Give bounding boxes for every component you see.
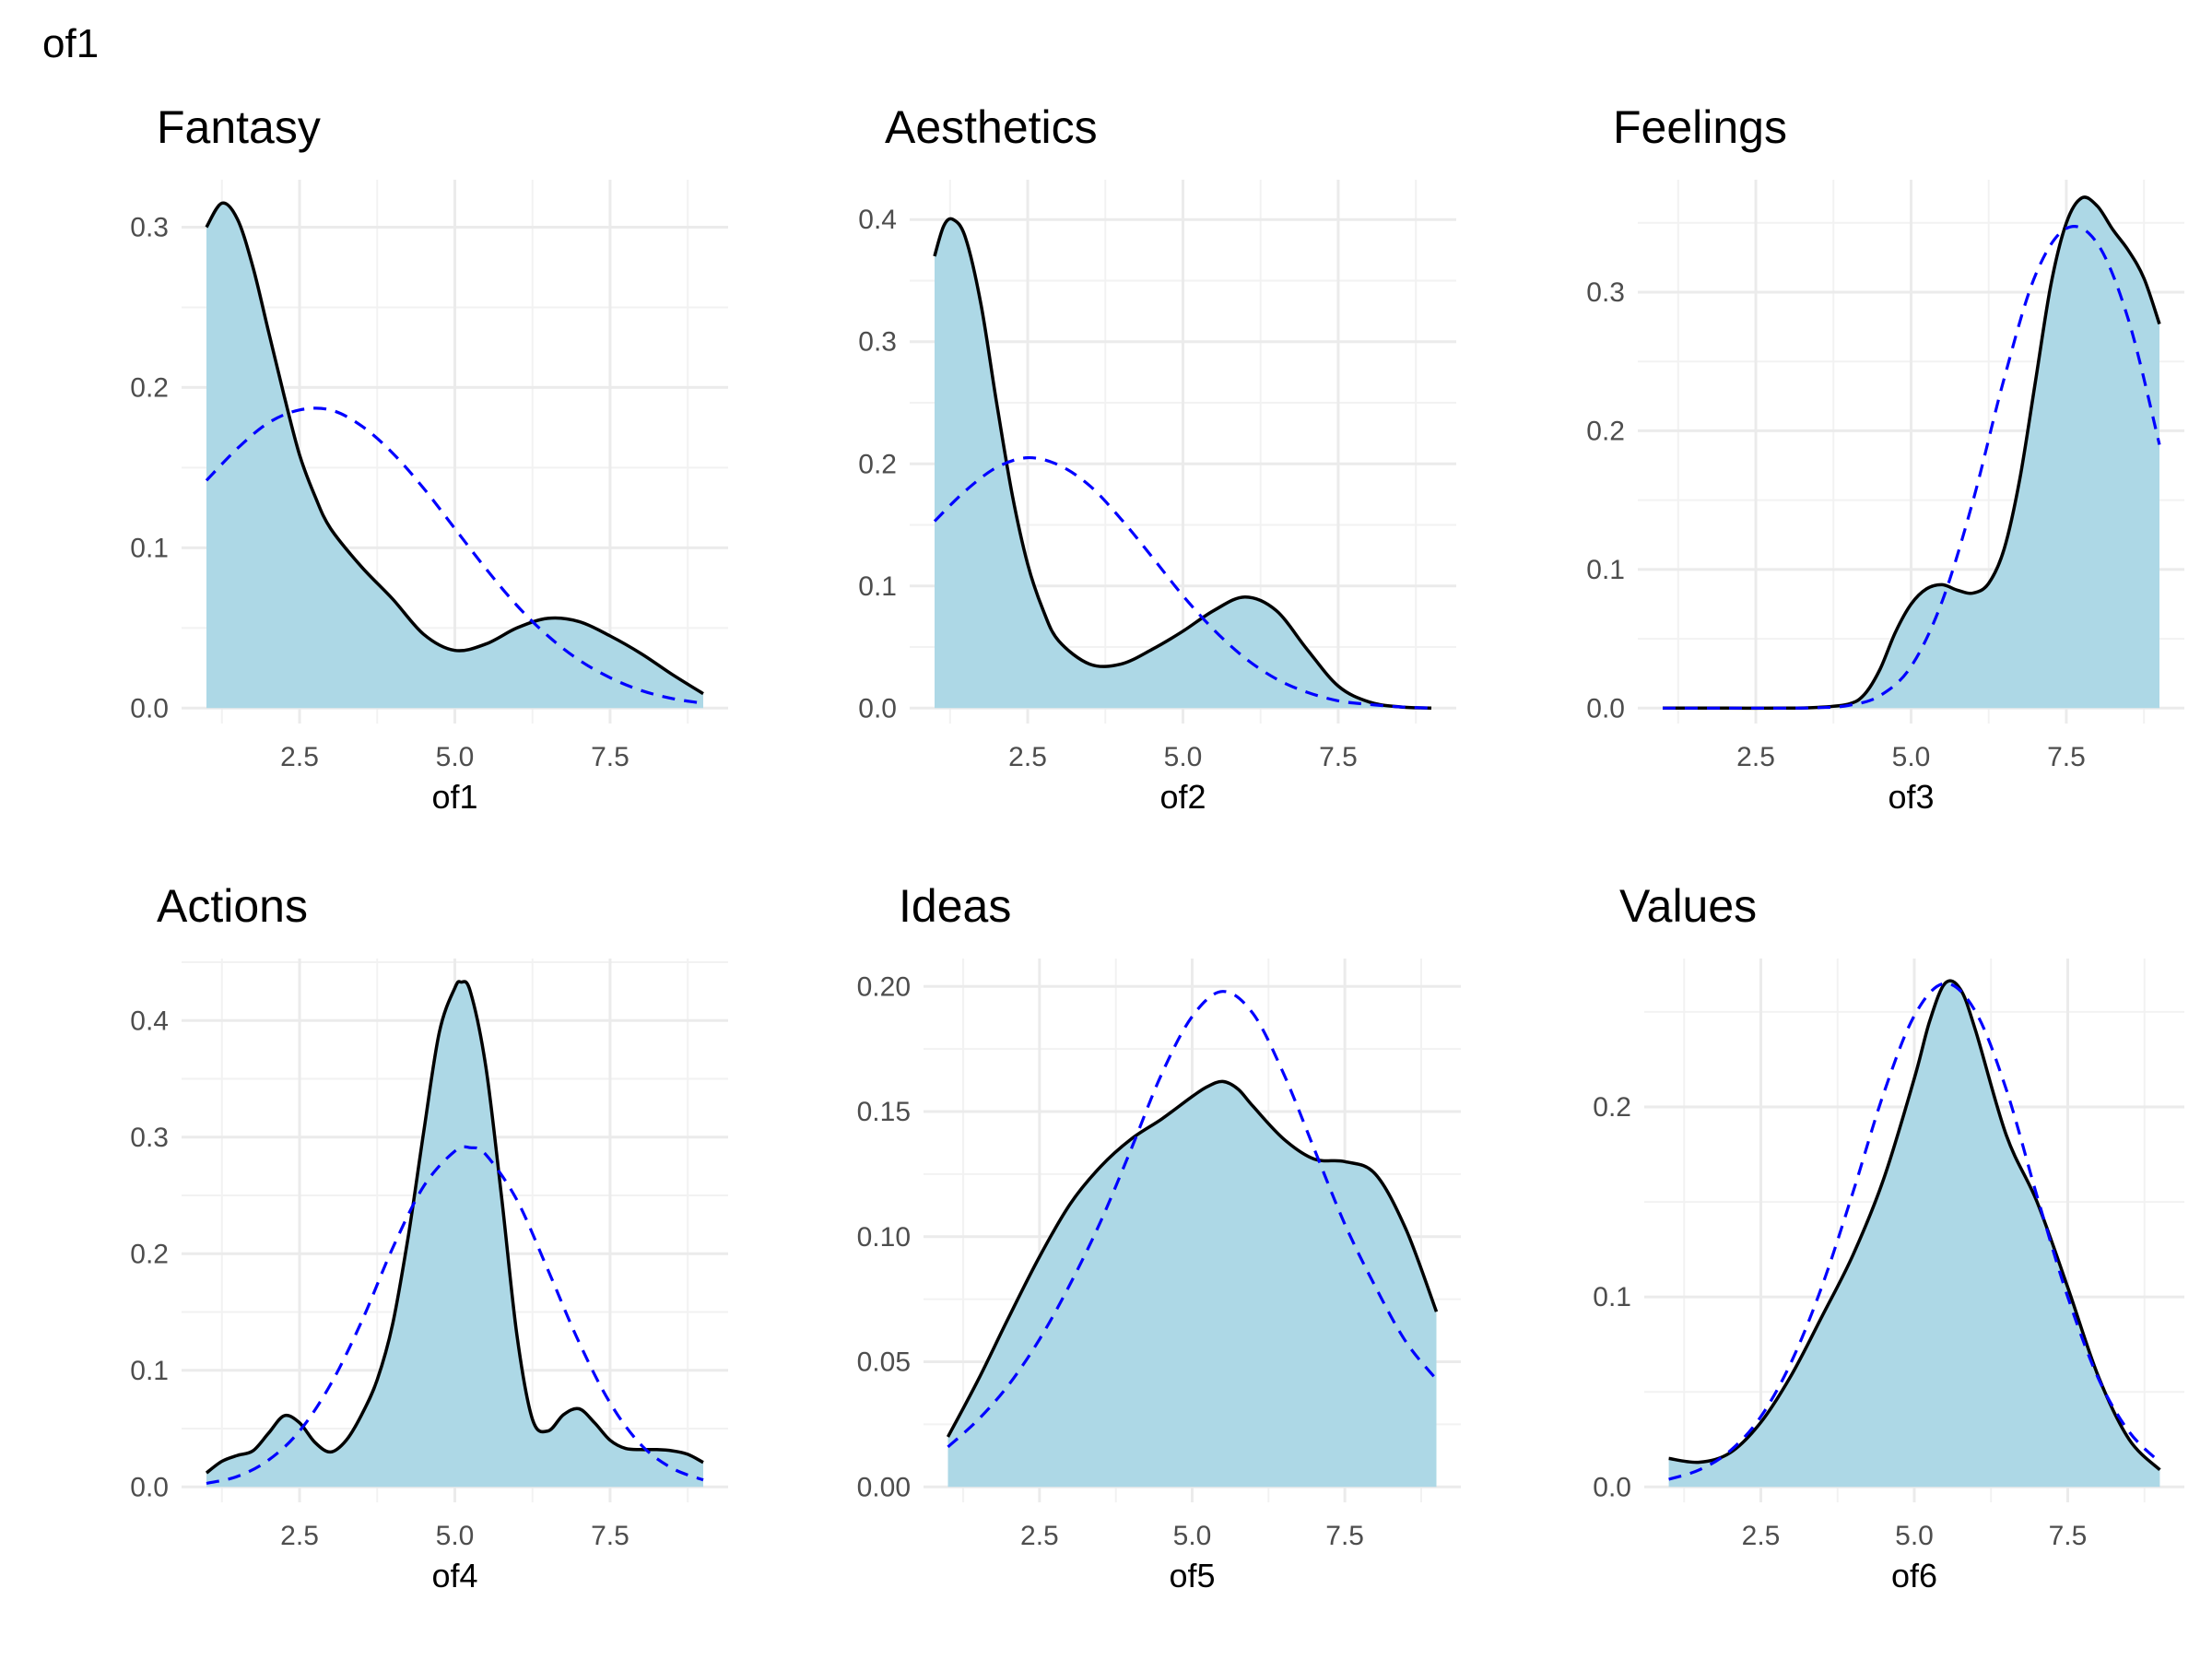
panel-title: Aesthetics (885, 101, 1098, 153)
y-tick-label: 0.0 (858, 693, 897, 724)
normal-curve-line (1668, 982, 2161, 1481)
x-tick-label: 5.0 (1895, 1521, 1934, 1551)
y-tick-label: 0.1 (130, 1356, 169, 1386)
panel-1: Fantasy 2.5 5.0 7.5 0.0 0.1 0.2 0.3 of1 (130, 101, 728, 816)
density-line (205, 201, 704, 696)
panel-4: Actions 2.5 5.0 7.5 0.0 0.1 0.2 0.3 0.4 of4 (130, 880, 728, 1594)
normal-curve-line (206, 1145, 704, 1486)
x-tick-label: 7.5 (2047, 742, 2086, 772)
x-axis-label: of2 (1159, 778, 1206, 816)
density-area (947, 1081, 1437, 1488)
x-tick-label: 2.5 (1008, 742, 1047, 772)
x-tick-label: 2.5 (1742, 1521, 1781, 1551)
y-tick-label: 0.1 (130, 533, 169, 563)
y-tick-label: 0.1 (1586, 555, 1625, 585)
density-area (206, 203, 703, 709)
y-tick-label: 0.2 (130, 372, 169, 403)
density-line (933, 217, 1432, 711)
panel-title: Feelings (1613, 101, 1787, 153)
x-axis-label: of6 (1891, 1557, 1937, 1594)
x-tick-label: 5.0 (1173, 1521, 1212, 1551)
x-tick-label: 7.5 (2049, 1521, 2088, 1551)
y-tick-label: 0.2 (858, 449, 897, 479)
panel-2: Aesthetics 2.5 5.0 7.5 0.0 0.1 0.2 0.3 0.4 of2 (858, 101, 1456, 816)
y-tick-label: 0.3 (130, 1123, 169, 1153)
density-area (1663, 196, 2159, 709)
x-axis-label: of3 (1888, 778, 1934, 816)
panel-title: Ideas (899, 880, 1011, 932)
panel-6: Values 2.5 5.0 7.5 0.0 0.1 0.2 of6 (1593, 880, 2184, 1594)
density-area (935, 218, 1431, 709)
x-tick-label: 7.5 (591, 1521, 629, 1551)
y-tick-label: 0.2 (1586, 416, 1625, 446)
y-tick-label: 0.3 (130, 212, 169, 242)
y-tick-label: 0.0 (1586, 693, 1625, 724)
y-tick-label: 0.3 (858, 327, 897, 358)
y-tick-label: 0.1 (858, 571, 897, 602)
y-tick-label: 0.2 (130, 1239, 169, 1269)
normal-curve-line (947, 990, 1438, 1449)
page-title: of1 (42, 21, 99, 66)
x-axis-label: of5 (1169, 1557, 1215, 1594)
y-tick-label: 0.0 (130, 693, 169, 724)
y-tick-label: 0.3 (1586, 277, 1625, 308)
y-tick-label: 0.05 (857, 1347, 911, 1378)
density-line (1668, 979, 2161, 1471)
x-tick-label: 5.0 (436, 742, 475, 772)
y-tick-label: 0.0 (1593, 1472, 1631, 1502)
y-tick-label: 0.2 (1593, 1092, 1631, 1123)
x-tick-label: 7.5 (591, 742, 629, 772)
x-tick-label: 2.5 (1020, 1521, 1059, 1551)
density-area (206, 981, 703, 1488)
y-tick-label: 0.15 (857, 1097, 911, 1127)
density-line (205, 980, 704, 1475)
y-tick-label: 0.4 (130, 1006, 169, 1036)
y-tick-label: 0.0 (130, 1472, 169, 1502)
x-tick-label: 5.0 (1164, 742, 1203, 772)
x-axis-label: of4 (431, 1557, 477, 1594)
x-tick-label: 2.5 (280, 742, 319, 772)
panels: Fantasy 2.5 5.0 7.5 0.0 0.1 0.2 0.3 of1 Aesthetic… (130, 101, 2184, 1594)
y-tick-label: 0.20 (857, 971, 911, 1002)
panel-title: Actions (157, 880, 308, 932)
density-area (1668, 981, 2160, 1488)
x-tick-label: 7.5 (1319, 742, 1358, 772)
x-tick-label: 7.5 (1325, 1521, 1364, 1551)
x-tick-label: 5.0 (436, 1521, 475, 1551)
y-tick-label: 0.10 (857, 1222, 911, 1253)
panel-title: Values (1619, 880, 1757, 932)
x-tick-label: 2.5 (1736, 742, 1775, 772)
normal-curve-line (1662, 225, 2161, 710)
panel-title: Fantasy (157, 101, 321, 153)
density-line (946, 1079, 1439, 1438)
x-axis-label: of1 (431, 778, 477, 816)
y-tick-label: 0.4 (858, 205, 897, 235)
x-tick-label: 5.0 (1892, 742, 1931, 772)
x-tick-label: 2.5 (280, 1521, 319, 1551)
panel-3: Feelings 2.5 5.0 7.5 0.0 0.1 0.2 0.3 of3 (1586, 101, 2184, 816)
y-tick-label: 0.1 (1593, 1282, 1631, 1312)
panel-5: Ideas 2.5 5.0 7.5 0.00 0.05 0.10 0.15 0.20 of5 (857, 880, 1461, 1594)
y-tick-label: 0.00 (857, 1472, 911, 1502)
